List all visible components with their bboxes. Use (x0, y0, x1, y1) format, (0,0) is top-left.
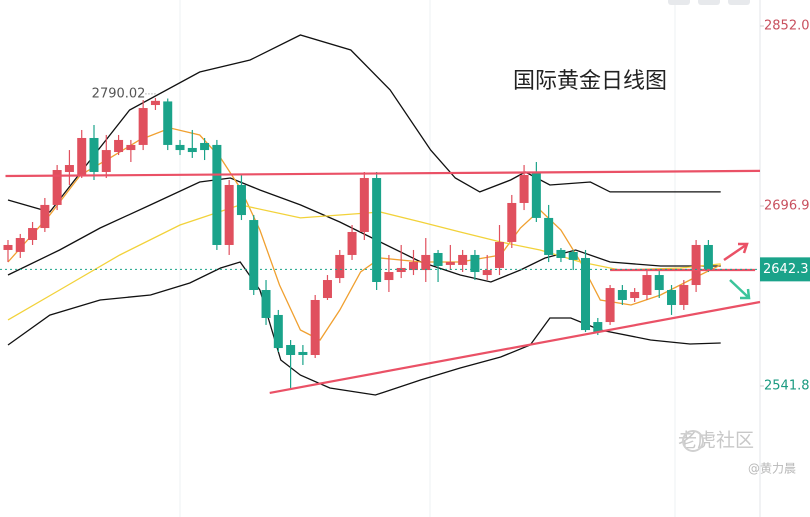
indicator-line (7, 127, 721, 341)
candle-body (605, 288, 615, 323)
candle-body (617, 290, 627, 300)
candle-body (531, 171, 541, 218)
candle-body (163, 101, 173, 145)
indicator-line (7, 34, 721, 213)
candle-body (667, 290, 677, 305)
candle-body (642, 275, 652, 295)
candle-body (703, 244, 713, 270)
candle-body (408, 262, 418, 271)
candle-body (470, 254, 480, 273)
y-tick-label: 2541.8 (764, 378, 810, 393)
candle-body (89, 137, 99, 172)
toolbar-icon[interactable] (698, 0, 720, 5)
candle-body (298, 351, 308, 355)
candle-body (630, 291, 640, 299)
candle-body (691, 244, 701, 286)
candle-body (200, 142, 210, 151)
candle-body (249, 220, 259, 291)
candle-body (445, 262, 455, 265)
candle-body (322, 280, 332, 299)
candle-body (175, 144, 185, 151)
up-arrow (723, 242, 749, 262)
candle-body (556, 249, 566, 258)
candle-body (359, 178, 369, 232)
indicator-line (7, 204, 721, 321)
candle-body (114, 139, 124, 153)
candle-body (654, 275, 664, 291)
trend-line (5, 169, 761, 178)
candle-body (101, 150, 111, 172)
chart-title: 国际黄金日线图 (513, 69, 667, 94)
candle-body (384, 272, 394, 281)
candle-body (77, 137, 87, 176)
candle-body (433, 252, 443, 266)
candle-body (482, 270, 492, 276)
y-tick-label: 2852.0 (764, 18, 810, 33)
candle-body (138, 108, 148, 145)
candle-body (581, 257, 591, 331)
candle-body (347, 231, 357, 255)
toolbar-icon[interactable] (668, 0, 690, 5)
candle-body (126, 144, 136, 151)
candle-body (236, 184, 246, 216)
candle-body (52, 170, 62, 205)
candle-body (593, 322, 603, 333)
candle-body (150, 100, 160, 106)
candle-body (273, 314, 283, 349)
candle-body (568, 251, 578, 260)
candle-body (286, 345, 296, 355)
candle-body (212, 144, 222, 245)
watermark-logo (682, 430, 704, 452)
trend-line (269, 300, 761, 394)
candle-body (421, 254, 431, 271)
toolbar-icon[interactable] (728, 0, 750, 5)
down-arrow (729, 279, 751, 300)
candle-body (335, 254, 345, 279)
candle-body (224, 184, 234, 245)
candle-body (310, 299, 320, 355)
candle-body (64, 165, 74, 172)
candle-body (261, 290, 271, 318)
high-label: 2790.02 (92, 86, 146, 101)
author: @黄力晨 (748, 462, 796, 476)
candle-body (544, 217, 554, 255)
candle-body (372, 178, 382, 282)
price-box (760, 257, 810, 282)
candle-body (679, 285, 689, 305)
watermark: 老虎社区 (678, 430, 754, 452)
candle-body (519, 175, 529, 203)
candle-body (187, 147, 197, 153)
plot-area (0, 34, 761, 396)
candle-body (458, 254, 468, 265)
y-tick-label: 2696.9 (764, 198, 810, 213)
candle-body (507, 202, 517, 242)
price-label: 2642.3 (763, 262, 809, 277)
candle-body (396, 267, 406, 273)
candle-body (3, 244, 13, 250)
candle-body (28, 228, 38, 240)
candle-body (15, 238, 25, 252)
candle-body (40, 204, 50, 229)
candle-body (494, 241, 504, 268)
